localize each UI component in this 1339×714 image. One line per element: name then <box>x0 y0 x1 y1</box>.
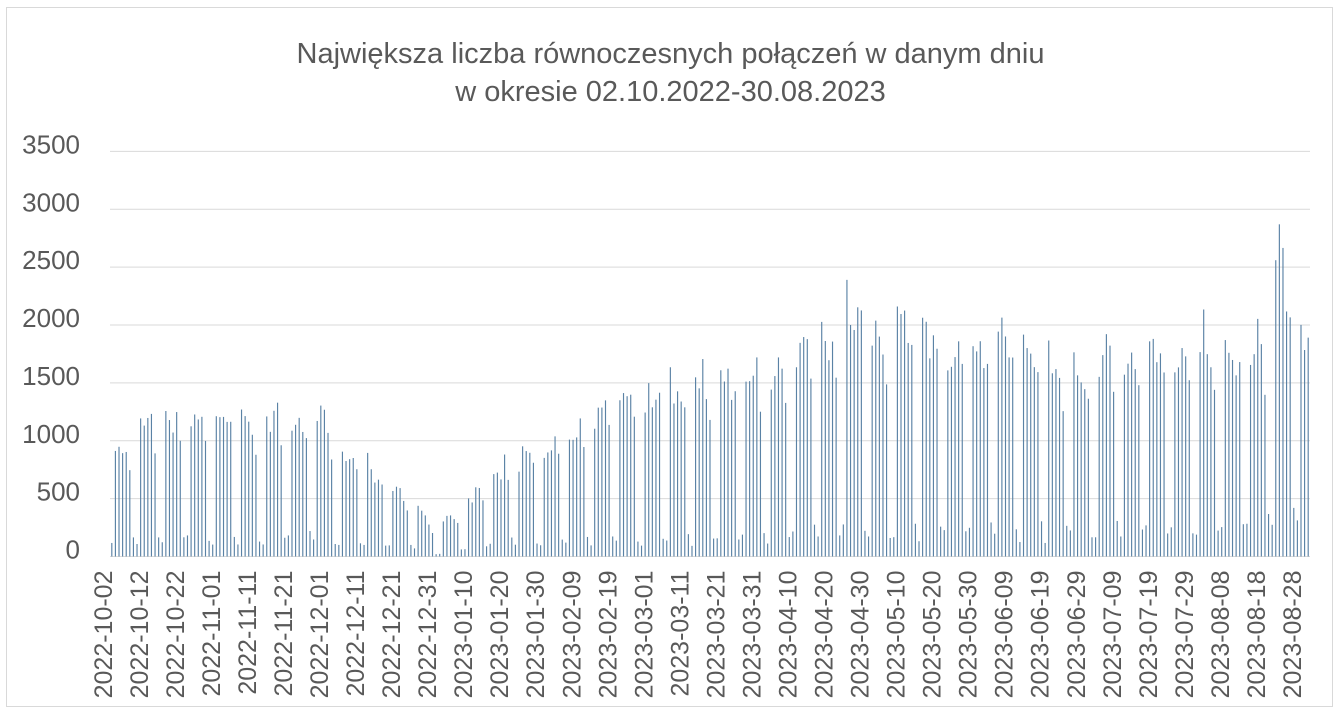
svg-text:2023-06-09: 2023-06-09 <box>991 571 1019 699</box>
svg-text:1000: 1000 <box>22 419 80 449</box>
svg-text:2023-08-08: 2023-08-08 <box>1207 571 1235 699</box>
svg-text:0: 0 <box>66 535 80 565</box>
svg-text:2023-04-30: 2023-04-30 <box>847 571 875 699</box>
svg-text:2022-10-12: 2022-10-12 <box>126 571 154 699</box>
svg-text:2023-07-29: 2023-07-29 <box>1171 571 1199 699</box>
svg-text:2022-10-02: 2022-10-02 <box>90 571 118 699</box>
svg-text:2023-06-19: 2023-06-19 <box>1027 571 1055 699</box>
svg-text:2022-10-22: 2022-10-22 <box>162 571 190 699</box>
svg-text:2022-12-11: 2022-12-11 <box>342 571 370 697</box>
svg-text:3500: 3500 <box>22 129 80 159</box>
svg-text:500: 500 <box>37 477 80 507</box>
svg-text:2022-12-21: 2022-12-21 <box>378 571 406 699</box>
svg-text:2022-12-31: 2022-12-31 <box>414 571 442 699</box>
svg-text:2023-03-31: 2023-03-31 <box>738 571 766 699</box>
svg-text:2023-03-21: 2023-03-21 <box>702 571 730 699</box>
svg-text:2023-05-30: 2023-05-30 <box>955 571 983 699</box>
svg-text:2023-08-18: 2023-08-18 <box>1243 571 1271 699</box>
svg-text:2022-11-11: 2022-11-11 <box>234 571 262 695</box>
svg-text:2500: 2500 <box>22 245 80 275</box>
svg-text:2023-05-10: 2023-05-10 <box>883 571 911 699</box>
svg-text:2023-03-11: 2023-03-11 <box>666 571 694 697</box>
svg-text:2022-11-21: 2022-11-21 <box>270 571 298 697</box>
svg-text:2023-01-10: 2023-01-10 <box>450 571 478 699</box>
svg-text:2023-01-30: 2023-01-30 <box>522 571 550 699</box>
svg-text:2022-12-01: 2022-12-01 <box>306 571 334 699</box>
svg-text:3000: 3000 <box>22 187 80 217</box>
svg-text:2023-02-09: 2023-02-09 <box>558 571 586 699</box>
svg-text:2023-04-10: 2023-04-10 <box>774 571 802 699</box>
svg-text:1500: 1500 <box>22 361 80 391</box>
svg-text:2023-05-20: 2023-05-20 <box>919 571 947 699</box>
svg-text:2022-11-01: 2022-11-01 <box>198 571 226 697</box>
svg-text:2023-07-09: 2023-07-09 <box>1099 571 1127 699</box>
svg-text:2023-03-01: 2023-03-01 <box>630 571 658 699</box>
svg-text:2023-04-20: 2023-04-20 <box>811 571 839 699</box>
svg-text:2000: 2000 <box>22 303 80 333</box>
svg-text:2023-08-28: 2023-08-28 <box>1279 571 1307 699</box>
svg-text:2023-06-29: 2023-06-29 <box>1063 571 1091 699</box>
svg-text:2023-07-19: 2023-07-19 <box>1135 571 1163 699</box>
svg-text:2023-01-20: 2023-01-20 <box>486 571 514 699</box>
svg-text:2023-02-19: 2023-02-19 <box>594 571 622 699</box>
